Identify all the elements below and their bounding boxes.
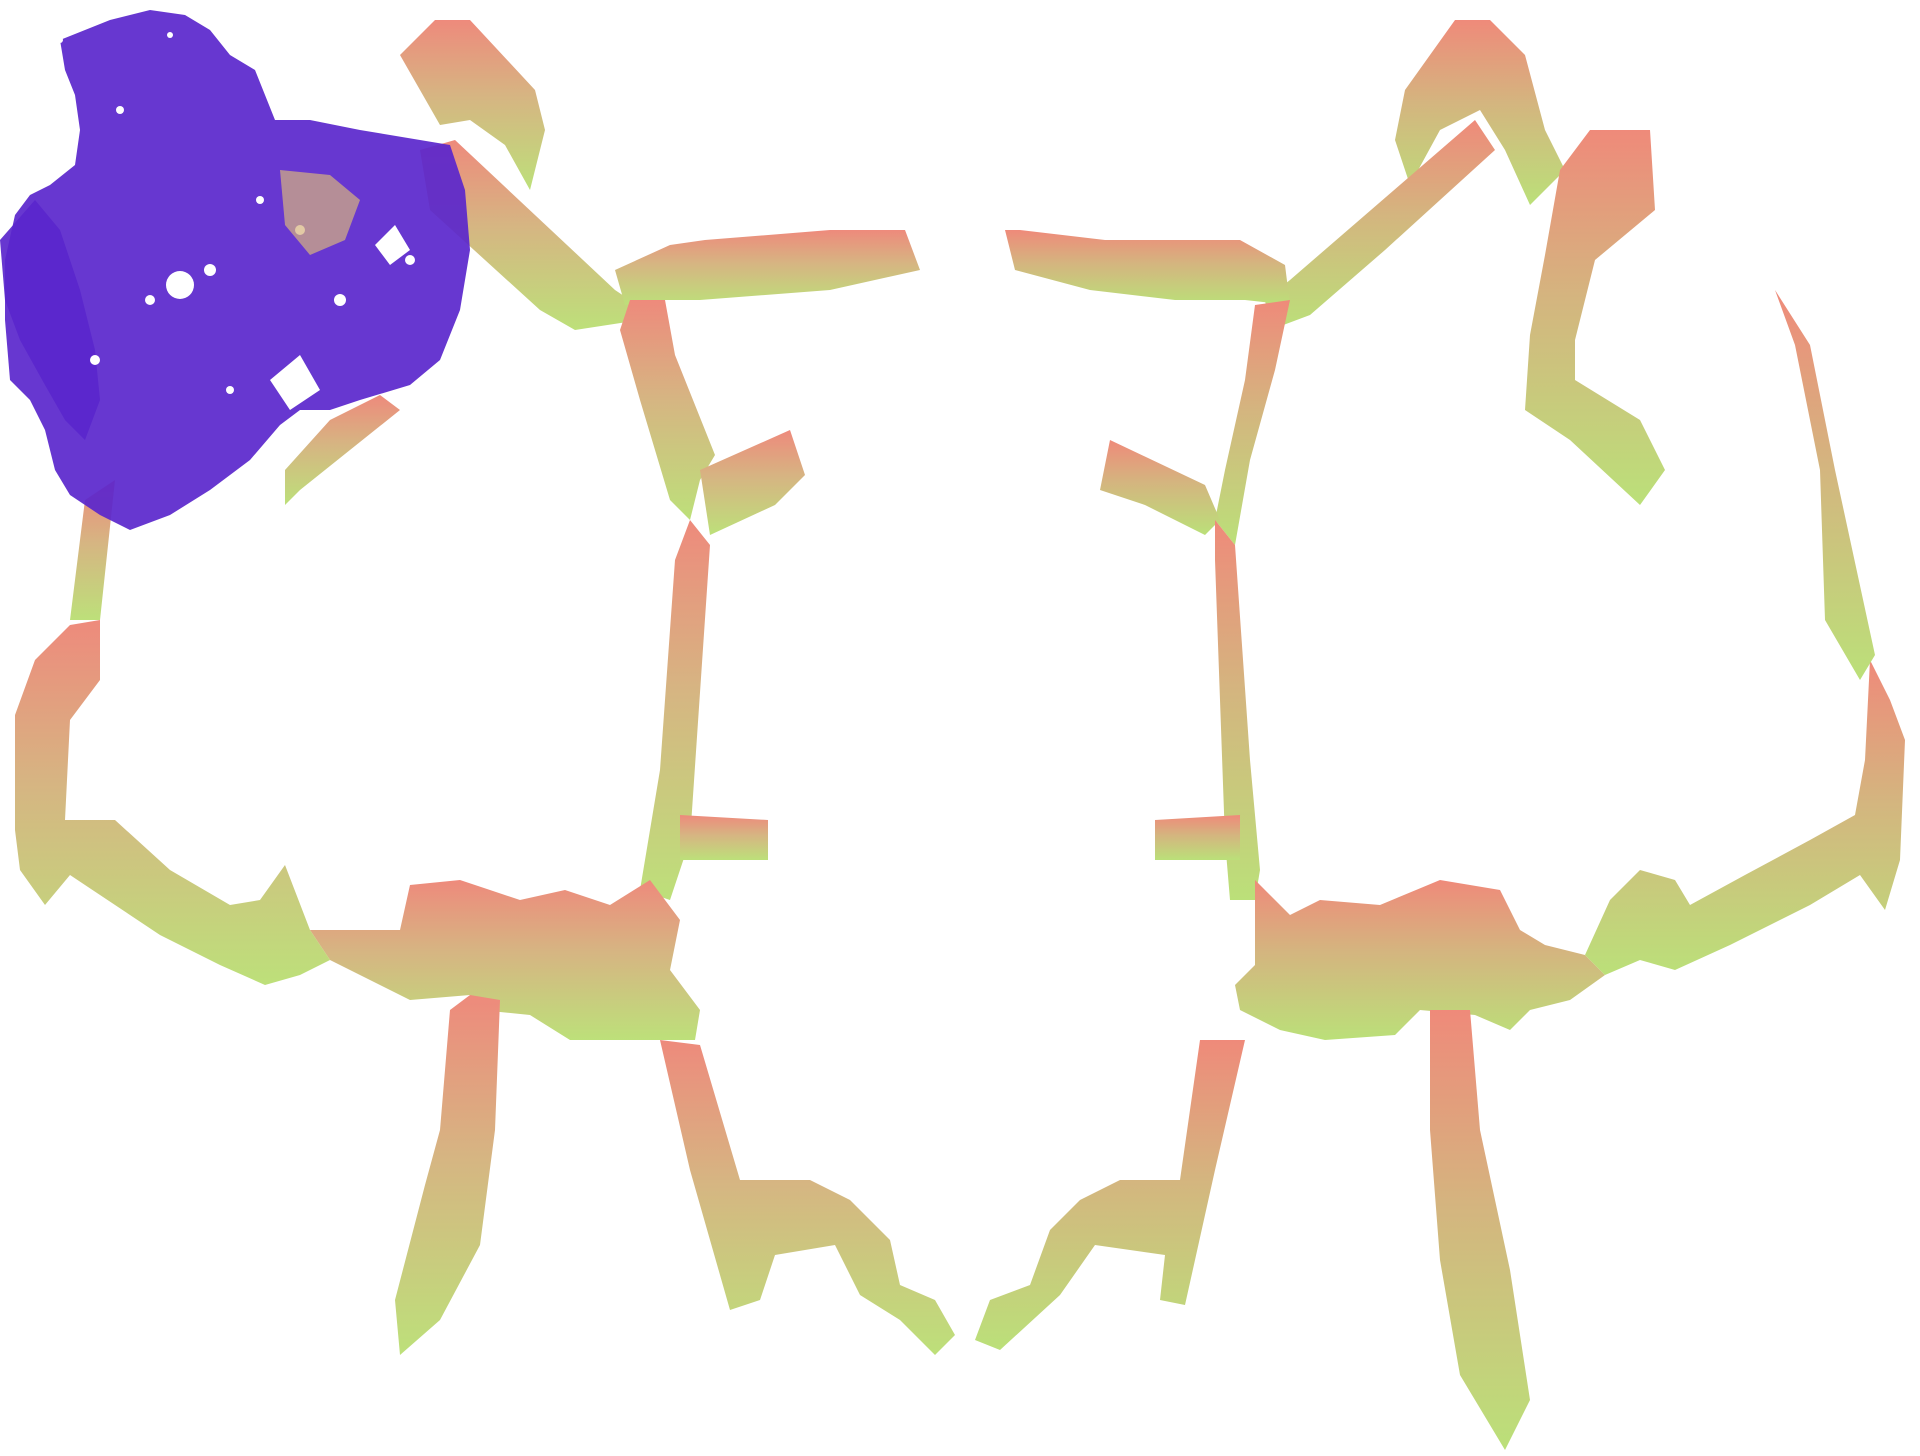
right-branch-upper: [1525, 130, 1665, 505]
right-spine-nub: [1155, 815, 1240, 860]
right-side-branch: [1100, 440, 1220, 535]
right-leg: [1430, 1010, 1530, 1450]
purple-scribble-overlay: [0, 10, 470, 530]
left-side-branch: [700, 430, 805, 535]
purple-scribble-inner-reveal: [280, 170, 360, 255]
left-outer-arm: [15, 620, 330, 985]
right-top-arm: [1005, 230, 1290, 305]
right-bottom-cluster: [1235, 880, 1605, 1040]
left-inner-branch: [285, 395, 400, 505]
left-spine: [640, 520, 710, 900]
left-spine-upper: [620, 300, 715, 520]
left-top-hook: [400, 20, 545, 190]
left-inner-leg: [660, 1040, 955, 1355]
left-figure: [15, 20, 955, 1355]
right-figure: [975, 20, 1905, 1450]
left-leg: [395, 995, 500, 1355]
left-spine-nub: [680, 815, 768, 860]
left-bottom-cluster: [310, 880, 700, 1040]
right-upper-diagonal: [1265, 120, 1495, 330]
right-spine: [1215, 520, 1260, 900]
purple-scribble-texture: [57, 32, 415, 410]
left-top-arm: [615, 230, 920, 305]
right-outer-arm: [1585, 660, 1905, 975]
right-spine-upper: [1215, 300, 1290, 545]
right-top-hook: [1395, 20, 1565, 205]
right-inner-leg: [975, 1040, 1245, 1350]
right-upper-outer-branch: [1775, 290, 1875, 680]
left-upper-diagonal: [420, 140, 640, 330]
